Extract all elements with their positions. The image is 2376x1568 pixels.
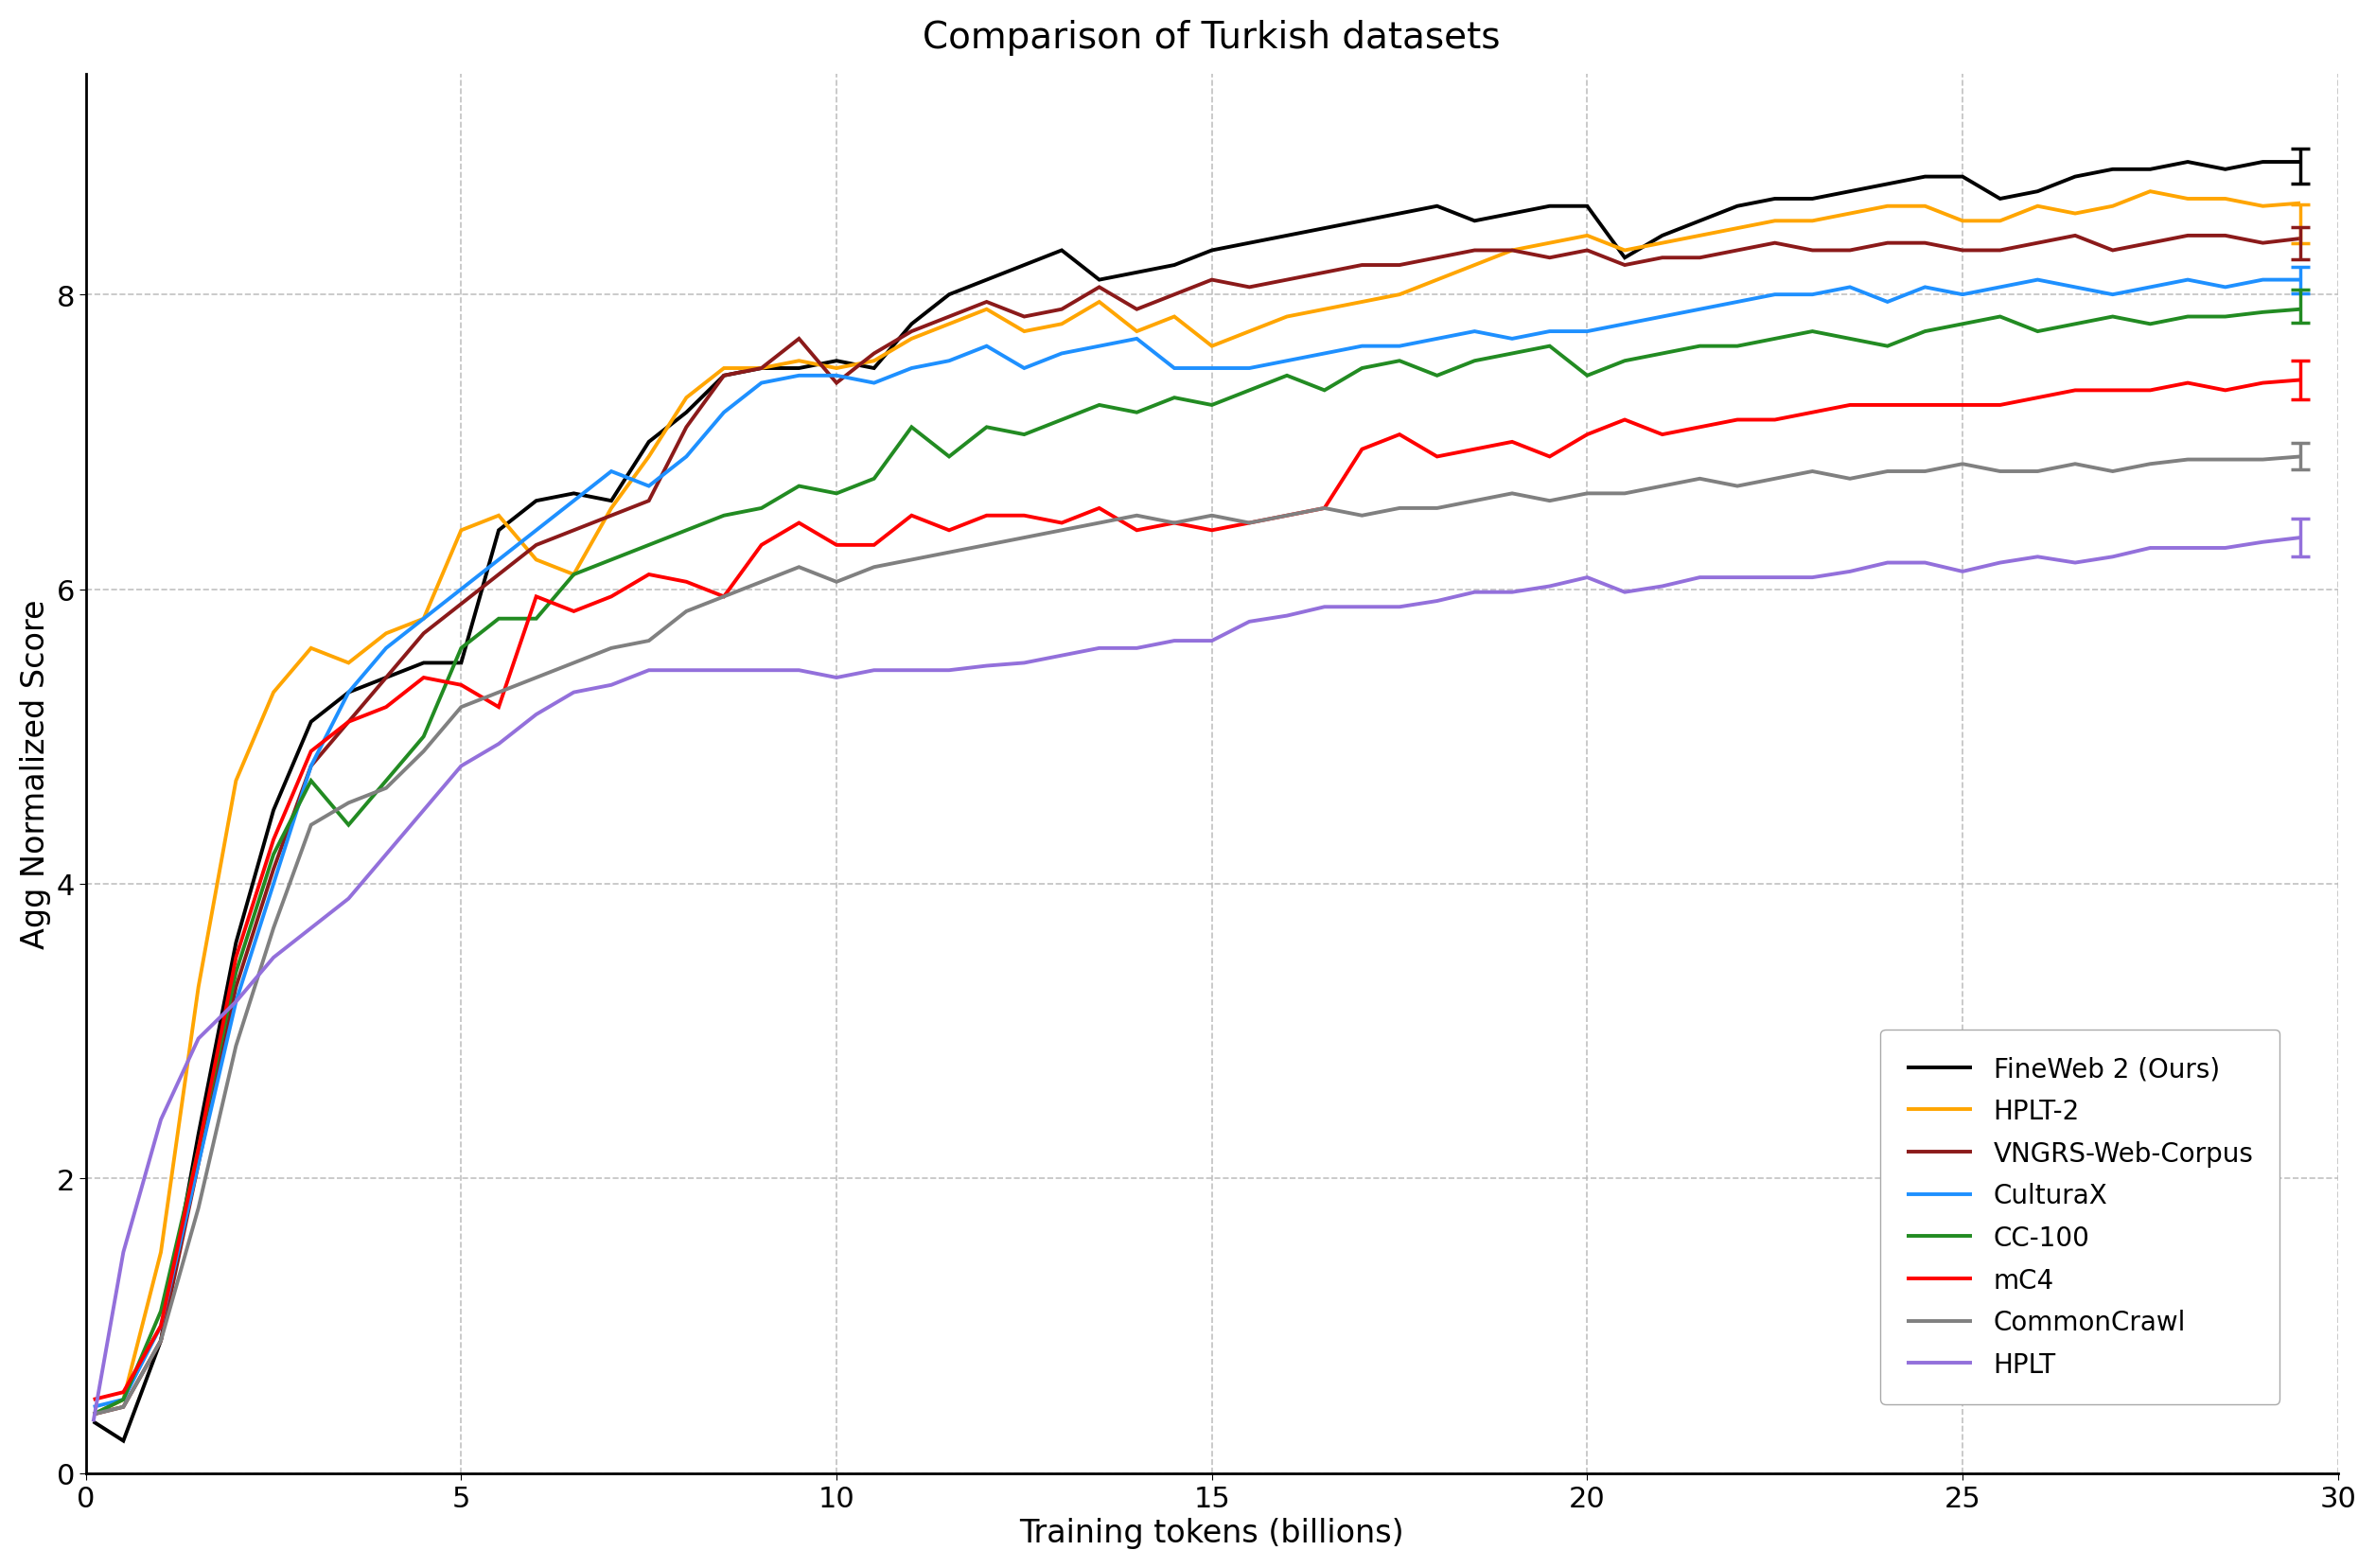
FineWeb 2 (Ours) [485, 522, 513, 541]
CulturaX [634, 477, 663, 495]
CulturaX [78, 1397, 107, 1416]
CommonCrawl [634, 632, 663, 651]
HPLT-2 [78, 1405, 107, 1424]
VNGRS-Web-Corpus [1461, 241, 1490, 260]
HPLT [710, 662, 739, 681]
Line: CommonCrawl: CommonCrawl [93, 458, 2300, 1414]
HPLT-2 [822, 359, 851, 378]
CulturaX [784, 367, 813, 386]
FineWeb 2 (Ours) [672, 403, 701, 422]
FineWeb 2 (Ours) [746, 359, 775, 378]
HPLT [784, 662, 813, 681]
mC4 [1461, 441, 1490, 459]
HPLT-2 [634, 448, 663, 467]
VNGRS-Web-Corpus [2060, 227, 2089, 246]
FineWeb 2 (Ours) [78, 1413, 107, 1432]
Y-axis label: Agg Normalized Score: Agg Normalized Score [19, 599, 50, 949]
Line: FineWeb 2 (Ours): FineWeb 2 (Ours) [93, 163, 2300, 1441]
HPLT [78, 1413, 107, 1432]
Line: CC-100: CC-100 [93, 310, 2300, 1414]
CommonCrawl [1461, 492, 1490, 511]
mC4 [78, 1391, 107, 1410]
CulturaX [447, 580, 475, 599]
CC-100 [447, 640, 475, 659]
VNGRS-Web-Corpus [78, 1405, 107, 1424]
VNGRS-Web-Corpus [710, 367, 739, 386]
HPLT [634, 662, 663, 681]
Line: CulturaX: CulturaX [93, 281, 2300, 1406]
VNGRS-Web-Corpus [634, 492, 663, 511]
mC4 [822, 536, 851, 555]
VNGRS-Web-Corpus [2286, 230, 2314, 249]
HPLT [447, 757, 475, 776]
HPLT-2 [1461, 256, 1490, 274]
mC4 [634, 566, 663, 585]
Line: VNGRS-Web-Corpus: VNGRS-Web-Corpus [93, 237, 2300, 1414]
FineWeb 2 (Ours) [860, 359, 889, 378]
HPLT-2 [784, 353, 813, 372]
FineWeb 2 (Ours) [2174, 154, 2203, 172]
CommonCrawl [710, 588, 739, 607]
FineWeb 2 (Ours) [1497, 205, 1525, 224]
mC4 [447, 676, 475, 695]
CulturaX [822, 367, 851, 386]
CommonCrawl [78, 1405, 107, 1424]
VNGRS-Web-Corpus [822, 375, 851, 394]
CC-100 [784, 477, 813, 495]
HPLT-2 [447, 522, 475, 541]
Title: Comparison of Turkish datasets: Comparison of Turkish datasets [922, 20, 1502, 55]
CulturaX [2286, 271, 2314, 290]
HPLT-2 [2136, 183, 2165, 202]
HPLT-2 [2286, 194, 2314, 213]
CC-100 [710, 506, 739, 525]
mC4 [2286, 372, 2314, 390]
CC-100 [822, 485, 851, 503]
HPLT [1461, 583, 1490, 602]
FineWeb 2 (Ours) [109, 1432, 138, 1450]
mC4 [784, 514, 813, 533]
FineWeb 2 (Ours) [822, 353, 851, 372]
CC-100 [634, 536, 663, 555]
CommonCrawl [2286, 448, 2314, 467]
CC-100 [78, 1405, 107, 1424]
HPLT-2 [710, 359, 739, 378]
CulturaX [2024, 271, 2053, 290]
CommonCrawl [447, 698, 475, 717]
Line: HPLT-2: HPLT-2 [93, 193, 2300, 1414]
CulturaX [710, 403, 739, 422]
X-axis label: Training tokens (billions): Training tokens (billions) [1019, 1518, 1404, 1548]
VNGRS-Web-Corpus [784, 329, 813, 348]
Line: HPLT: HPLT [93, 538, 2300, 1422]
Legend: FineWeb 2 (Ours), HPLT-2, VNGRS-Web-Corpus, CulturaX, CC-100, mC4, CommonCrawl, : FineWeb 2 (Ours), HPLT-2, VNGRS-Web-Corp… [1879, 1030, 2279, 1405]
CC-100 [2286, 301, 2314, 320]
mC4 [710, 588, 739, 607]
CommonCrawl [784, 558, 813, 577]
VNGRS-Web-Corpus [447, 594, 475, 613]
CulturaX [1461, 323, 1490, 342]
Line: mC4: mC4 [93, 381, 2300, 1400]
FineWeb 2 (Ours) [2286, 154, 2314, 172]
HPLT [822, 668, 851, 687]
CC-100 [1461, 353, 1490, 372]
HPLT [2286, 528, 2314, 547]
CommonCrawl [822, 572, 851, 591]
